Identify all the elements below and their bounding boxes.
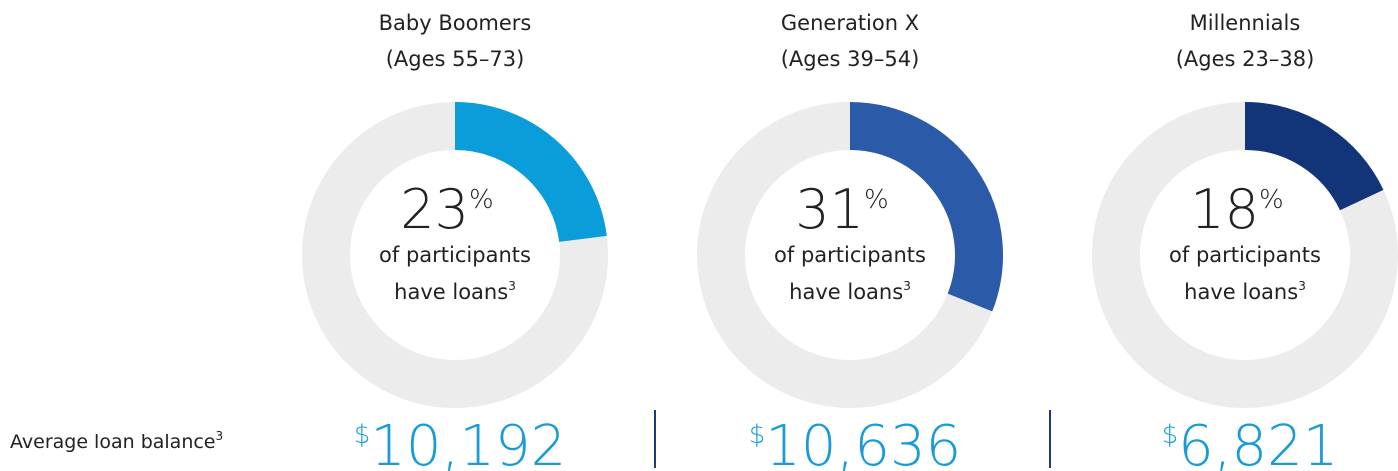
label-text: Average loan balance (10, 431, 216, 453)
chart-subtitle: (Ages 55–73) (386, 47, 525, 71)
loan-value: $10,636 (749, 414, 962, 471)
unit: % (469, 185, 494, 215)
donut-segment (454, 102, 607, 243)
currency: $ (749, 420, 766, 450)
percent-value: 23% (400, 178, 493, 241)
caption: have loans3 (1184, 279, 1306, 304)
loan-value: $6,821 (1162, 414, 1339, 471)
footnote: 3 (1298, 279, 1306, 293)
percent-value: 31% (795, 178, 888, 241)
caption-text: have loans (789, 280, 903, 304)
caption-text: have loans (1184, 280, 1298, 304)
loan-label: Average loan balance3 (10, 429, 223, 453)
currency: $ (354, 420, 371, 450)
caption: have loans3 (394, 279, 516, 304)
amount: 10,192 (370, 414, 566, 471)
amount: 10,636 (765, 414, 961, 471)
chart-subtitle: (Ages 23–38) (1176, 47, 1315, 71)
caption: have loans3 (789, 279, 911, 304)
caption-text: of participants (774, 243, 926, 267)
chart-title: Millennials (1190, 11, 1301, 35)
loan-value: $10,192 (354, 414, 567, 471)
footnote: 3 (216, 429, 224, 443)
caption: of participants (1169, 243, 1321, 267)
footnote: 3 (903, 279, 911, 293)
caption-text: of participants (379, 243, 531, 267)
caption: of participants (774, 243, 926, 267)
currency: $ (1162, 420, 1179, 450)
unit: % (864, 185, 889, 215)
chart-title: Generation X (781, 11, 919, 35)
caption: of participants (379, 243, 531, 267)
value: 31 (795, 178, 864, 241)
percent-value: 18% (1190, 178, 1283, 241)
donut-segment (849, 102, 1003, 312)
amount: 6,821 (1178, 414, 1338, 471)
chart-subtitle: (Ages 39–54) (781, 47, 920, 71)
donut-segment (1244, 102, 1384, 211)
value: 18 (1190, 178, 1259, 241)
chart-title: Baby Boomers (379, 11, 532, 35)
value: 23 (400, 178, 469, 241)
caption-text: have loans (394, 280, 508, 304)
footnote: 3 (508, 279, 516, 293)
caption-text: of participants (1169, 243, 1321, 267)
unit: % (1259, 185, 1284, 215)
